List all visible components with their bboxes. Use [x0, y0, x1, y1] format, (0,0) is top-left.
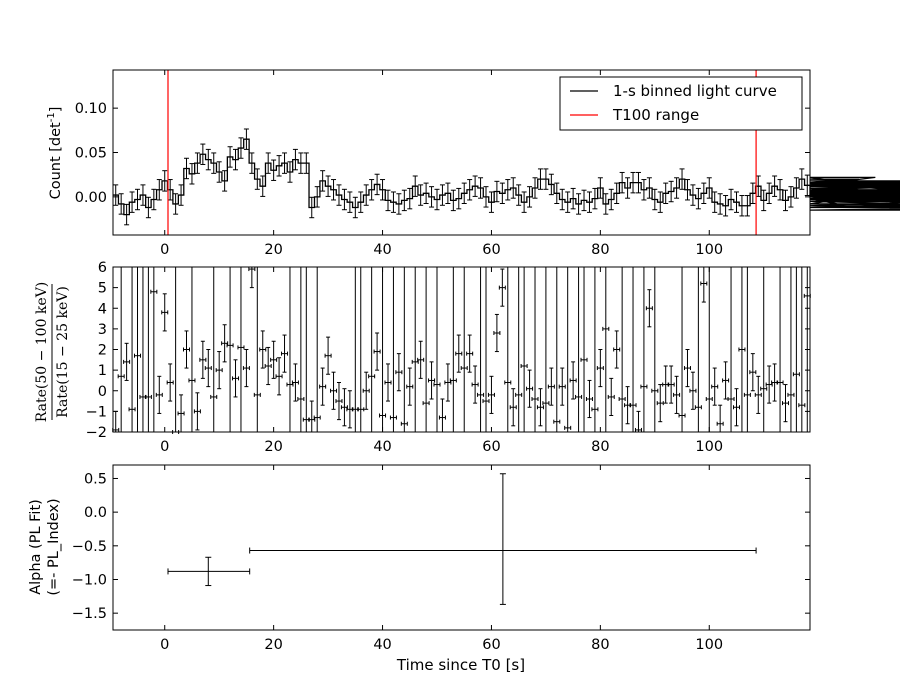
x-tick-label: 80: [591, 637, 609, 653]
x-tick-label: 40: [373, 439, 391, 455]
x-tick-label: 80: [591, 242, 609, 258]
spectral-index-axes: 0 20 40 60 80 100 −1.5 −1.0 −0.5 0.0 0.5: [72, 465, 810, 653]
light-curve-y-label: Count [det-1]: [46, 107, 64, 200]
light-curve-line: [113, 138, 900, 216]
y-label-line1: Alpha (PL Fit): [28, 499, 44, 595]
light-curve-axes: 0 20 40 60 80 100 0.00 0.05 0.10: [75, 70, 810, 258]
x-tick-label: 60: [482, 439, 500, 455]
x-tick-label: 20: [264, 439, 282, 455]
x-tick-label: 60: [482, 242, 500, 258]
x-tick-label: 0: [160, 242, 169, 258]
y-tick-label: 6: [98, 260, 107, 276]
y-tick-label: 3: [98, 322, 107, 338]
y-tick-label: −1.5: [72, 606, 107, 622]
y-label-line2: (=- PL_Index): [46, 498, 62, 595]
x-tick-label: 60: [482, 637, 500, 653]
legend-box: [559, 76, 803, 131]
x-tick-label: 100: [695, 637, 723, 653]
x-tick-label: 100: [695, 439, 723, 455]
x-tick-label: 20: [264, 242, 282, 258]
spectral-index-frame: [112, 464, 811, 631]
spectral-index-y-label: Alpha (PL Fit) (=- PL_Index): [28, 498, 62, 595]
hardness-ratio-axes: 0 20 40 60 80 100 −2 −1 0 1 2 3 4 5 6: [86, 260, 810, 455]
legend-label-light-curve: 1-s binned light curve: [613, 82, 777, 100]
legend: 1-s binned light curve T100 range: [559, 76, 803, 131]
light-curve-plot-area: [113, 70, 900, 235]
x-tick-label: 40: [373, 242, 391, 258]
x-tick-label: 0: [160, 637, 169, 653]
legend-label-t100: T100 range: [612, 106, 699, 124]
y-tick-label: −2: [86, 425, 107, 441]
y-tick-label: 0.0: [84, 505, 107, 521]
y-tick-label: −1: [86, 404, 107, 420]
y-tick-label: 0: [98, 384, 107, 400]
y-tick-label: 5: [98, 281, 107, 297]
y-tick-label: 0.10: [75, 101, 107, 117]
spectral-index-plot-area: [167, 473, 757, 605]
y-tick-label: 1: [98, 363, 107, 379]
hardness-ratio-panel: 0 20 40 60 80 100 −2 −1 0 1 2 3 4 5 6 Rate(50 − 100 ke…: [34, 260, 811, 455]
y-tick-label: −0.5: [72, 539, 107, 555]
spectral-index-panel: 0 20 40 60 80 100 −1.5 −1.0 −0.5 0.0 0.5 Alpha (PL…: [28, 464, 811, 674]
y-tick-label: 0.00: [75, 190, 107, 206]
x-tick-label: 80: [591, 439, 609, 455]
hardness-ratio-frame: [112, 266, 811, 433]
hardness-ratio-y-label: Rate(50 − 100 keV) Rate(15 − 25 keV): [34, 282, 71, 423]
y-label-denominator: Rate(15 − 25 keV): [55, 286, 71, 418]
y-tick-label: 2: [98, 343, 107, 359]
x-tick-label: 100: [695, 242, 723, 258]
hardness-ratio-plot-area: [112, 266, 811, 434]
y-tick-label: 4: [98, 301, 107, 317]
x-tick-label: 40: [373, 637, 391, 653]
y-tick-label: 0.05: [75, 146, 107, 162]
x-tick-label: 0: [160, 439, 169, 455]
light-curve-panel: 0 20 40 60 80 100 0.00 0.05 0.10 Count [det-1] 1…: [46, 69, 900, 258]
y-label-numerator: Rate(50 − 100 keV): [34, 282, 50, 423]
x-tick-label: 20: [264, 637, 282, 653]
x-axis-label: Time since T0 [s]: [396, 656, 525, 674]
y-tick-label: 0.5: [84, 471, 107, 487]
y-tick-label: −1.0: [72, 572, 107, 588]
